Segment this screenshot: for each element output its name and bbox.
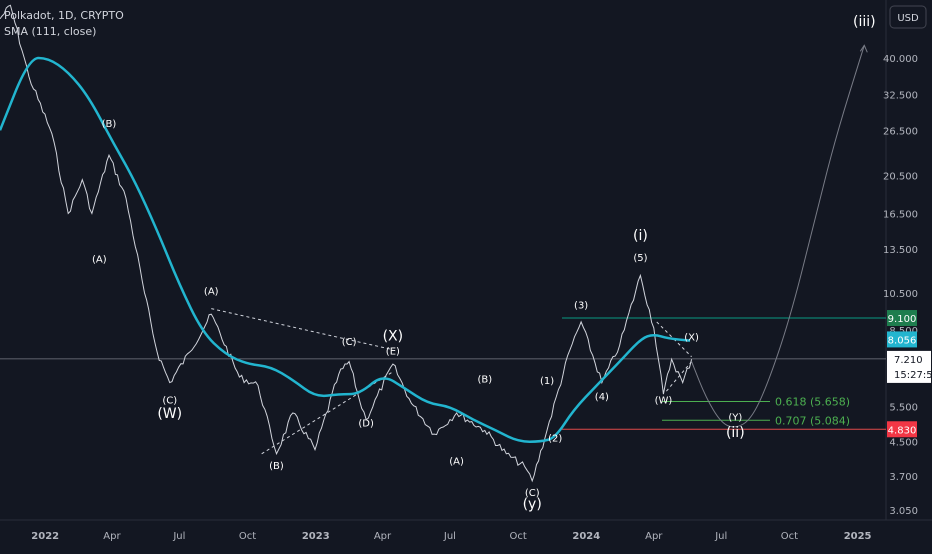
wave-label: (B) <box>102 119 117 130</box>
time-tick-label: Apr <box>103 531 121 542</box>
sma-price-badge[interactable] <box>887 331 917 348</box>
price-tick-label: 5.500 <box>889 402 918 413</box>
time-tick-label: Oct <box>239 531 256 542</box>
price-tick-label: 4.500 <box>889 438 918 449</box>
wave-label: (E) <box>386 346 400 357</box>
wave-label: (X) <box>684 333 699 344</box>
wave-label: (W) <box>157 406 182 422</box>
price-tick-label: 3.050 <box>889 506 918 517</box>
price-tick-label: 26.500 <box>883 126 918 137</box>
time-tick-label: 2022 <box>31 531 59 542</box>
price-tick-label: 16.500 <box>883 210 918 221</box>
wave-label: (A) <box>92 254 107 265</box>
chart-legend: Polkadot, 1D, CRYPTO SMA (111, close) <box>4 8 124 40</box>
time-tick-label: 2023 <box>302 531 330 542</box>
price-tick-label: 32.500 <box>883 90 918 101</box>
projection-arrowhead <box>859 44 868 53</box>
wave-label: (B) <box>269 461 284 472</box>
time-tick-label: Jul <box>172 531 185 542</box>
symbol-title[interactable]: Polkadot, 1D, CRYPTO <box>4 9 124 22</box>
currency-button[interactable] <box>889 5 927 29</box>
time-tick-label: Jul <box>714 531 727 542</box>
currency-label: USD <box>897 13 919 24</box>
wave-label: (Y) <box>728 412 742 423</box>
wave-label: (D) <box>358 419 374 430</box>
wave-label: (2) <box>548 434 562 445</box>
wave-label: (i) <box>633 228 648 244</box>
price-tick-label: 3.700 <box>889 472 918 483</box>
wave-label: (y) <box>523 496 542 512</box>
level-price-badge[interactable] <box>887 310 917 327</box>
wave-label: (5) <box>633 253 647 264</box>
wave-label: (C) <box>342 337 357 348</box>
countdown-timer-label: 15:27:53 <box>894 370 932 381</box>
plot-background[interactable] <box>0 0 886 520</box>
last-price-badge[interactable] <box>887 350 931 383</box>
sma-line[interactable] <box>0 56 691 443</box>
price-axis-pane[interactable] <box>886 0 932 550</box>
time-tick-label: Oct <box>509 531 526 542</box>
time-tick-label: 2025 <box>844 531 872 542</box>
indicator-label[interactable]: SMA (111, close) <box>4 25 97 38</box>
wave-label: (C) <box>525 488 540 499</box>
level-price-badge-label: 9.100 <box>888 314 917 325</box>
wave-label: (4) <box>595 392 609 403</box>
wave-label: (W) <box>655 395 673 406</box>
wave-label: (1) <box>540 376 554 387</box>
fib-level-label: 0.618 (5.658) <box>775 395 850 408</box>
price-tick-label: 40.000 <box>883 54 918 65</box>
wave-label: (C) <box>162 395 177 406</box>
wave-label: (ii) <box>726 425 745 441</box>
time-tick-label: Jul <box>443 531 456 542</box>
projection-path[interactable] <box>691 45 865 428</box>
time-tick-label: 2024 <box>572 531 600 542</box>
level-price-badge[interactable] <box>887 421 917 438</box>
wave-label: (A) <box>449 457 464 468</box>
trendline[interactable] <box>666 361 692 392</box>
price-tick-label: 13.500 <box>883 245 918 256</box>
time-tick-label: Oct <box>781 531 798 542</box>
last-price-badge-label: 7.210 <box>894 355 923 366</box>
trendline[interactable] <box>211 308 393 351</box>
price-tick-label: 10.500 <box>883 289 918 300</box>
wave-label: (B) <box>477 375 492 386</box>
fib-level-label: 0.707 (5.084) <box>775 414 850 427</box>
wave-label: (3) <box>574 301 588 312</box>
time-tick-label: Apr <box>645 531 663 542</box>
sma-price-badge-label: 8.056 <box>888 335 917 346</box>
price-tick-label: 20.500 <box>883 171 918 182</box>
level-price-badge-label: 4.830 <box>888 425 917 436</box>
wave-label: (iii) <box>853 14 876 30</box>
wave-label: (X) <box>383 329 404 345</box>
price-series-line[interactable] <box>0 4 693 483</box>
time-tick-label: Apr <box>374 531 392 542</box>
wave-label: (A) <box>204 287 219 298</box>
